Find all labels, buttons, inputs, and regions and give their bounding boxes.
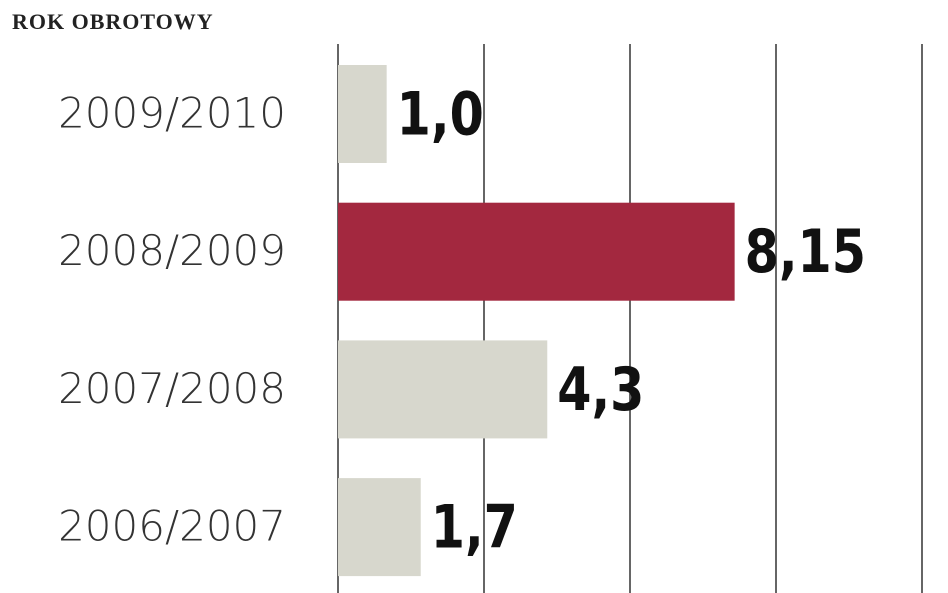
bar xyxy=(338,65,387,163)
category-label: 2008/2009 xyxy=(58,226,286,275)
category-label: 2006/2007 xyxy=(58,502,286,551)
category-label: 2009/2010 xyxy=(58,89,286,138)
bar xyxy=(338,340,548,439)
category-label: 2007/2008 xyxy=(58,364,286,413)
bar xyxy=(338,478,421,577)
chart-title: ROK OBROTOWY xyxy=(12,9,214,34)
bar xyxy=(338,202,735,301)
value-label: 1,0 xyxy=(397,79,484,149)
value-label: 1,7 xyxy=(431,492,518,562)
value-label: 8,15 xyxy=(745,216,866,286)
value-label: 4,3 xyxy=(557,354,644,424)
